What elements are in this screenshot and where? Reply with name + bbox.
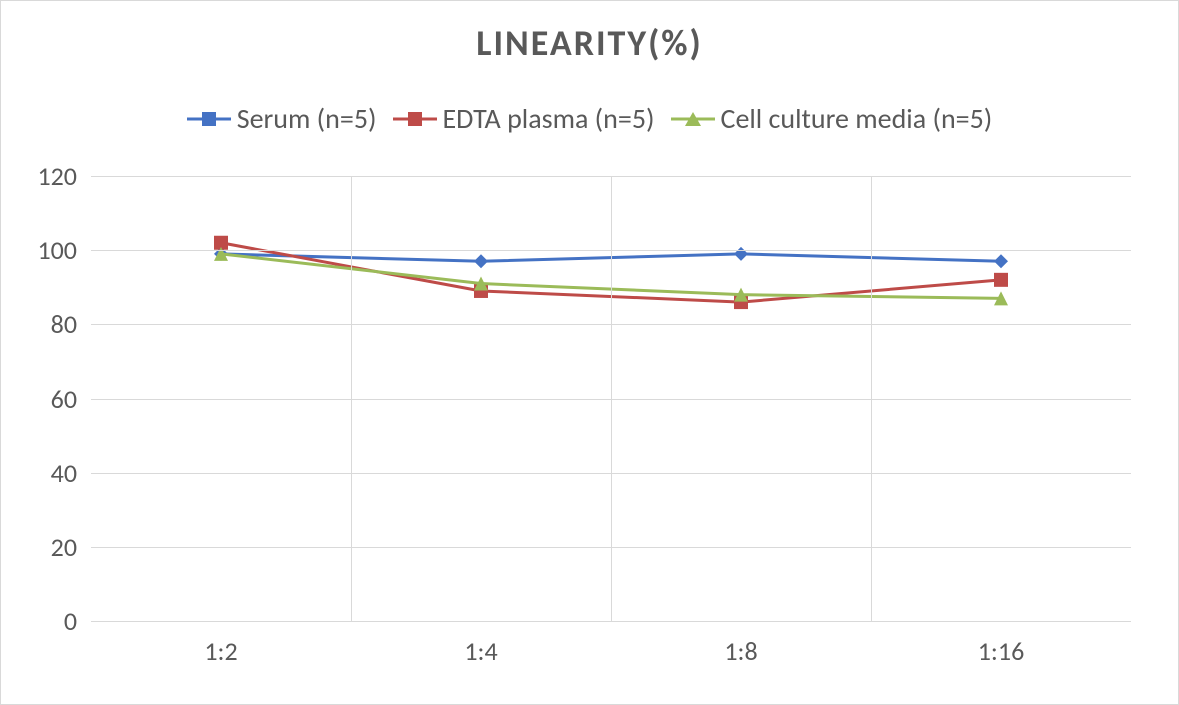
legend-item: Serum (n=5) <box>187 101 377 136</box>
y-axis-label: 120 <box>37 160 91 192</box>
legend-label: Serum (n=5) <box>237 101 377 136</box>
x-axis-label: 1:16 <box>978 621 1025 667</box>
series-marker <box>994 273 1008 287</box>
y-axis-label: 100 <box>37 234 91 266</box>
legend-swatch <box>393 109 437 129</box>
legend-swatch <box>671 109 715 129</box>
legend-label: Cell culture media (n=5) <box>721 101 993 136</box>
plot-area: 0204060801001201:21:41:81:16 <box>91 176 1131 621</box>
legend-item: EDTA plasma (n=5) <box>393 101 655 136</box>
legend-label: EDTA plasma (n=5) <box>443 101 655 136</box>
y-axis-label: 0 <box>64 605 91 637</box>
chart-legend: Serum (n=5) EDTA plasma (n=5) Cell culture… <box>1 101 1178 137</box>
legend-item: Cell culture media (n=5) <box>671 101 993 136</box>
x-axis-label: 1:8 <box>724 621 757 667</box>
x-axis-label: 1:4 <box>464 621 497 667</box>
chart-title: LINEARITY(%) <box>1 21 1178 65</box>
series-marker <box>734 247 748 261</box>
y-axis-label: 40 <box>51 457 91 489</box>
series-marker <box>994 254 1008 268</box>
series-marker <box>474 254 488 268</box>
x-axis-label: 1:2 <box>204 621 237 667</box>
y-axis-label: 80 <box>51 308 91 340</box>
legend-swatch <box>187 109 231 129</box>
gridline-h <box>91 621 1131 622</box>
gridline-v <box>351 176 352 621</box>
y-axis-label: 60 <box>51 383 91 415</box>
gridline-v <box>871 176 872 621</box>
linearity-chart: LINEARITY(%) Serum (n=5) EDTA plasma (n=5… <box>0 0 1179 705</box>
gridline-v <box>611 176 612 621</box>
y-axis-label: 20 <box>51 531 91 563</box>
